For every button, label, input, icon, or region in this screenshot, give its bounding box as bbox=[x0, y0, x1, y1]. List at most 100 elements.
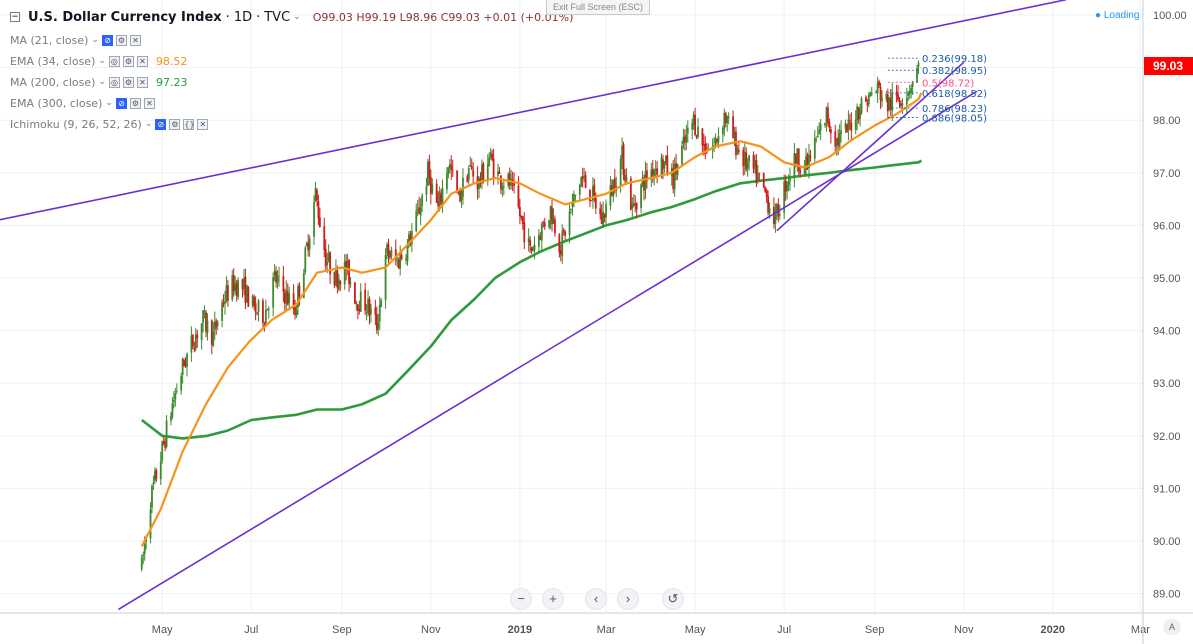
candle bbox=[154, 467, 156, 485]
candle bbox=[888, 96, 891, 112]
candle bbox=[161, 440, 164, 464]
candle-body bbox=[508, 173, 511, 186]
candle bbox=[446, 167, 448, 194]
close-icon[interactable]: ✕ bbox=[136, 76, 148, 88]
settings-icon[interactable]: ⚙ bbox=[129, 97, 141, 109]
candle-body bbox=[551, 207, 553, 225]
candle bbox=[318, 207, 321, 228]
candle-body bbox=[594, 197, 597, 209]
settings-icon[interactable]: ⚙ bbox=[169, 118, 181, 130]
minus-box-icon[interactable]: − bbox=[10, 12, 20, 22]
chevron-down-icon[interactable]: ⌄ bbox=[293, 12, 301, 22]
candle-body bbox=[511, 179, 514, 182]
candle-body bbox=[786, 184, 788, 191]
candle bbox=[462, 168, 464, 205]
chevron-down-icon[interactable]: ⌄ bbox=[144, 119, 153, 129]
candle-body bbox=[905, 97, 908, 105]
candle-body bbox=[397, 259, 400, 268]
candle bbox=[815, 136, 818, 143]
indicator-ma21[interactable]: MA (21, close) ⌄ ⊘ ⚙ ✕ bbox=[10, 31, 141, 49]
candle-body bbox=[532, 250, 534, 252]
candle-body bbox=[237, 280, 240, 298]
candle-body bbox=[651, 169, 654, 176]
close-icon[interactable]: ✕ bbox=[143, 97, 155, 109]
candle bbox=[562, 227, 565, 236]
zoom-out-button[interactable]: − bbox=[510, 588, 532, 610]
interval-label[interactable]: 1D bbox=[233, 9, 253, 25]
candle-body bbox=[724, 112, 727, 123]
eye-off-icon[interactable]: ⊘ bbox=[155, 118, 167, 130]
candle-body bbox=[441, 187, 444, 205]
eye-icon[interactable]: ◎ bbox=[108, 55, 120, 67]
candle bbox=[451, 159, 454, 178]
candle-body bbox=[824, 122, 826, 126]
candle-body bbox=[478, 178, 480, 189]
candle bbox=[656, 161, 659, 184]
eye-off-icon[interactable]: ⊘ bbox=[115, 97, 127, 109]
candle-body bbox=[316, 190, 318, 201]
candle-body bbox=[164, 441, 167, 448]
candle bbox=[570, 208, 572, 214]
candle bbox=[339, 280, 342, 291]
settings-icon[interactable]: ⚙ bbox=[115, 34, 127, 46]
candle-body bbox=[418, 207, 421, 214]
candle-body bbox=[574, 194, 577, 197]
candle bbox=[355, 300, 358, 311]
candle-body bbox=[559, 250, 562, 255]
chevron-down-icon[interactable]: ⌄ bbox=[91, 35, 99, 45]
reset-chart-button[interactable]: ↺ bbox=[662, 588, 684, 610]
candle-body bbox=[421, 195, 423, 207]
candle bbox=[262, 298, 264, 330]
zoom-in-button[interactable]: + bbox=[542, 588, 564, 610]
candle-body bbox=[714, 138, 717, 144]
candle-body bbox=[558, 234, 561, 253]
exit-fullscreen-button[interactable]: Exit Full Screen (ESC) bbox=[546, 0, 651, 15]
scroll-right-button[interactable]: › bbox=[617, 588, 639, 610]
eye-off-icon[interactable]: ⊘ bbox=[101, 34, 113, 46]
candle-body bbox=[752, 154, 755, 169]
chevron-down-icon[interactable]: ⌄ bbox=[98, 56, 106, 66]
candle-body bbox=[847, 119, 850, 131]
close-icon[interactable]: ✕ bbox=[197, 118, 209, 130]
chevron-down-icon[interactable]: ⌄ bbox=[105, 98, 113, 108]
candle-body bbox=[313, 201, 315, 237]
candle bbox=[767, 190, 769, 216]
settings-icon[interactable]: ⚙ bbox=[122, 55, 134, 67]
candle-body bbox=[152, 482, 155, 484]
candle-body bbox=[805, 156, 807, 170]
indicator-ma200[interactable]: MA (200, close) ⌄ ◎ ⚙ ✕ 97.23 bbox=[10, 73, 187, 91]
candle bbox=[482, 161, 485, 184]
code-icon[interactable]: {} bbox=[183, 118, 195, 130]
chevron-down-icon[interactable]: ⌄ bbox=[98, 77, 106, 87]
candle bbox=[898, 96, 901, 108]
candle-body bbox=[527, 237, 530, 243]
candle-body bbox=[337, 279, 340, 290]
auto-scale-button[interactable]: A bbox=[1163, 619, 1181, 635]
candle bbox=[840, 120, 842, 143]
candle-body bbox=[533, 244, 536, 251]
x-tick-label: Nov bbox=[954, 624, 974, 636]
symbol-name[interactable]: U.S. Dollar Currency Index bbox=[28, 9, 222, 25]
close-icon[interactable]: ✕ bbox=[136, 55, 148, 67]
candle-body bbox=[216, 322, 219, 326]
candle bbox=[307, 234, 310, 257]
indicator-ema34[interactable]: EMA (34, close) ⌄ ◎ ⚙ ✕ 98.52 bbox=[10, 52, 187, 70]
scroll-left-button[interactable]: ‹ bbox=[585, 588, 607, 610]
candle bbox=[375, 306, 378, 334]
candle bbox=[865, 95, 867, 103]
indicator-ichimoku[interactable]: Ichimoku (9, 26, 52, 26) ⌄ ⊘ ⚙ {} ✕ bbox=[10, 115, 209, 133]
x-tick-label: 2019 bbox=[508, 624, 532, 636]
candle-body bbox=[266, 308, 269, 311]
candle-body bbox=[365, 312, 368, 313]
eye-icon[interactable]: ◎ bbox=[108, 76, 120, 88]
close-icon[interactable]: ✕ bbox=[129, 34, 141, 46]
candle-body bbox=[145, 539, 148, 543]
indicator-ema300[interactable]: EMA (300, close) ⌄ ⊘ ⚙ ✕ bbox=[10, 94, 155, 112]
settings-icon[interactable]: ⚙ bbox=[122, 76, 134, 88]
candle-body bbox=[860, 98, 863, 113]
candle bbox=[389, 250, 391, 261]
candle bbox=[227, 279, 229, 307]
x-tick-label: May bbox=[152, 624, 173, 636]
candle bbox=[333, 271, 336, 289]
